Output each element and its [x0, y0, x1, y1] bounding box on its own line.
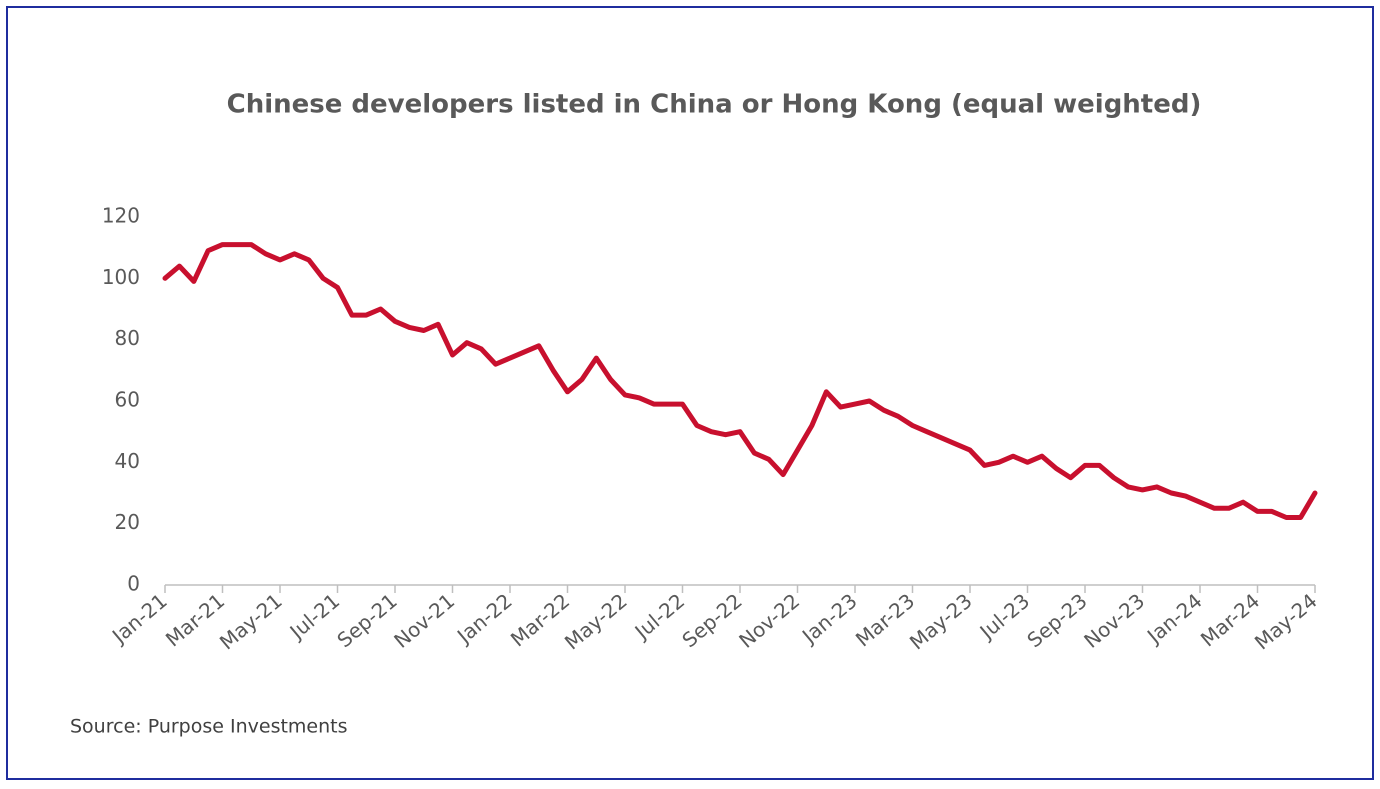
chart-title: Chinese developers listed in China or Ho… — [227, 90, 1202, 120]
y-tick-label: 20 — [115, 510, 140, 534]
y-tick-label: 100 — [102, 265, 140, 289]
y-tick-label: 80 — [115, 326, 140, 350]
y-tick-label: 40 — [115, 449, 140, 473]
y-tick-label: 120 — [102, 204, 140, 228]
y-tick-label: 60 — [115, 388, 140, 412]
source: Source: Purpose Investments — [70, 716, 348, 738]
y-tick-label: 0 — [127, 572, 140, 596]
frame — [6, 6, 1374, 780]
data-line — [162, 242, 1318, 520]
